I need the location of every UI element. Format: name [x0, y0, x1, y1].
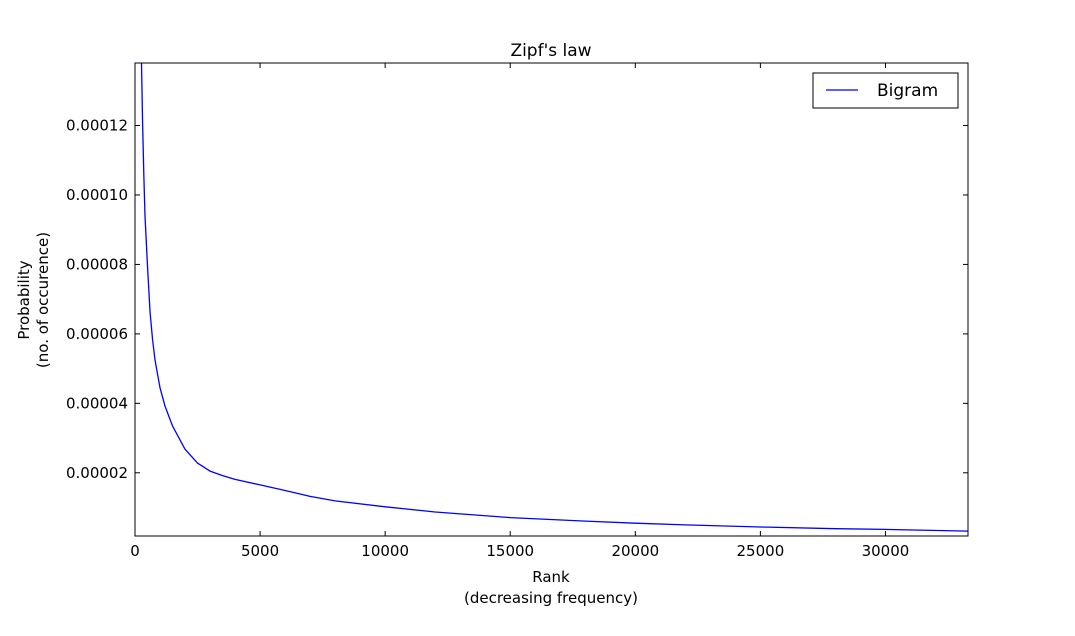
y-tick-label: 0.00004 [66, 394, 128, 412]
y-tick-label: 0.00008 [66, 255, 128, 273]
y-axis-label-line-1: Probability [15, 260, 33, 339]
y-axis-label-line-2: (no. of occurence) [34, 232, 52, 368]
x-axis: 0 5000 10000 15000 20000 25000 30000 [130, 63, 909, 560]
y-tick-label: 0.00006 [66, 325, 128, 343]
y-tick-label: 0.00012 [66, 117, 128, 135]
legend: Bigram [812, 72, 959, 109]
chart-title: Zipf's law [510, 41, 591, 61]
x-axis-label-line-2: (decreasing frequency) [464, 589, 638, 607]
x-tick-label: 30000 [862, 542, 910, 560]
x-tick-label: 0 [130, 542, 140, 560]
x-tick-label: 15000 [486, 542, 534, 560]
x-tick-label: 25000 [737, 542, 785, 560]
x-tick-label: 5000 [241, 542, 279, 560]
series-layer [140, 62, 969, 532]
plot-frame [134, 62, 969, 537]
y-axis-label: Probability (no. of occurence) [15, 232, 52, 368]
x-axis-label-line-1: Rank [532, 568, 570, 586]
x-tick-label: 10000 [361, 542, 409, 560]
x-axis-label: Rank (decreasing frequency) [464, 568, 638, 607]
y-tick-label: 0.00010 [66, 186, 128, 204]
y-axis: 0.00002 0.00004 0.00006 0.00008 0.00010 0.000… [66, 117, 968, 482]
x-tick-label: 20000 [611, 542, 659, 560]
legend-label-bigram: Bigram [877, 81, 938, 101]
y-tick-label: 0.00002 [66, 464, 128, 482]
series-line-bigram [140, 62, 969, 532]
